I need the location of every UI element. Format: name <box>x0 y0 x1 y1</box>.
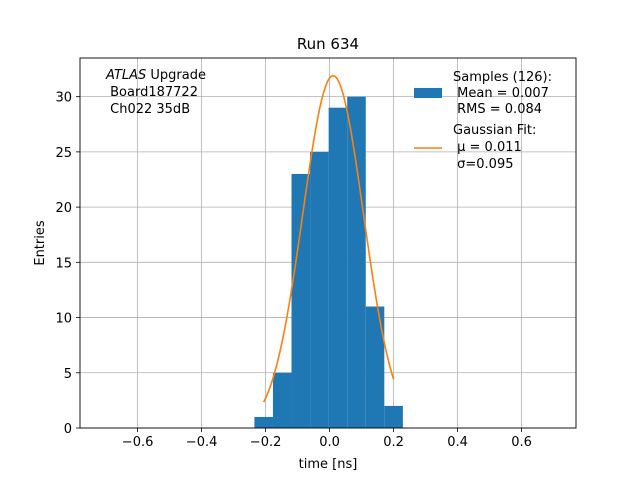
histogram-bar <box>272 372 292 428</box>
plot-frame <box>79 57 577 429</box>
legend-histogram-mean: Mean = 0.007 <box>453 86 549 101</box>
legend-fit-name: Gaussian Fit: <box>453 123 536 138</box>
histogram-bar <box>310 151 329 428</box>
y-tick-label: 25 <box>55 146 72 161</box>
atlas-annotation: ATLAS Upgrade Board187722 Ch022 35dB <box>105 68 206 117</box>
legend-fit-sigma: σ=0.095 <box>453 157 513 172</box>
annotation-line-2: Board187722 <box>106 85 198 100</box>
x-tick-label: 0.2 <box>383 435 404 450</box>
y-tick-label: 5 <box>64 367 72 382</box>
legend-histogram-rms: RMS = 0.084 <box>453 102 542 117</box>
x-tick-label: −0.6 <box>122 435 154 450</box>
histogram-bar <box>347 96 366 429</box>
histogram-bar <box>384 405 403 428</box>
histogram-bars <box>254 96 403 429</box>
annotation-line-1: ATLAS Upgrade <box>105 68 206 83</box>
legend-histogram-swatch <box>414 88 442 98</box>
histogram-bar <box>328 107 348 429</box>
legend: Samples (126): Mean = 0.007 RMS = 0.084 … <box>414 70 552 172</box>
x-tick-label: −0.2 <box>250 435 282 450</box>
y-axis-ticks: 0 5 10 15 20 25 30 <box>55 91 80 437</box>
histogram-bar <box>365 306 385 428</box>
histogram-bar <box>254 416 273 428</box>
y-tick-label: 30 <box>55 91 72 106</box>
y-tick-label: 10 <box>55 312 72 327</box>
y-tick-label: 15 <box>55 256 72 271</box>
legend-histogram-name: Samples (126): <box>453 70 552 85</box>
annotation-line-3: Ch022 35dB <box>106 102 190 117</box>
y-tick-label: 20 <box>55 201 72 216</box>
x-axis-ticks: −0.6 −0.4 −0.2 0.0 0.2 0.4 0.6 <box>122 428 532 450</box>
y-axis-label: Entries <box>33 220 48 266</box>
legend-fit-mu: μ = 0.011 <box>453 140 522 155</box>
x-axis-label: time [ns] <box>299 457 358 472</box>
x-tick-label: 0.0 <box>319 435 340 450</box>
gaussian-fit-curve <box>262 74 395 403</box>
histogram-bar <box>291 173 311 428</box>
y-tick-label: 0 <box>64 422 72 437</box>
x-tick-label: −0.4 <box>186 435 218 450</box>
chart-title: Run 634 <box>297 35 359 53</box>
x-tick-label: 0.6 <box>511 435 532 450</box>
x-tick-label: 0.4 <box>447 435 468 450</box>
